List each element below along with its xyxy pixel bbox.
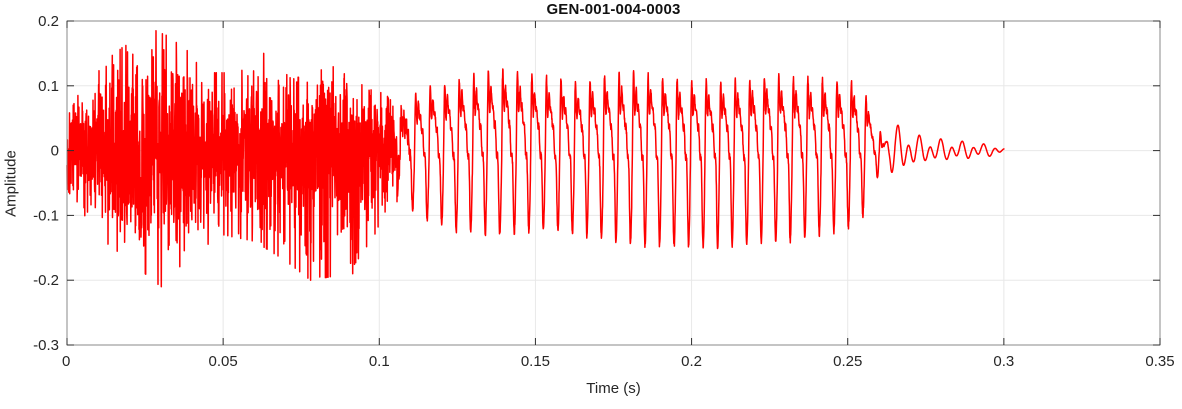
tick-marks [66,20,1161,346]
svg-text:-0.1: -0.1 [33,207,59,224]
y-axis-label: Amplitude [2,150,20,217]
x-tick-labels: 0 0.05 0.1 0.15 0.2 0.25 0.3 0.35 [62,353,1175,370]
svg-text:0.1: 0.1 [369,353,390,370]
svg-text:0: 0 [51,143,59,160]
x-axis-label: Time (s) [586,380,641,397]
svg-text:0.3: 0.3 [993,353,1014,370]
svg-text:0: 0 [62,353,70,370]
chart-title: GEN-001-004-0003 [546,1,681,18]
axes-box [66,20,1161,346]
svg-text:0.35: 0.35 [1145,353,1174,370]
svg-text:-0.3: -0.3 [33,337,59,354]
svg-text:0.25: 0.25 [833,353,862,370]
svg-text:0.2: 0.2 [38,13,59,30]
svg-text:0.2: 0.2 [681,353,702,370]
svg-text:0.05: 0.05 [209,353,238,370]
svg-text:0.1: 0.1 [38,78,59,95]
y-tick-labels: -0.3 -0.2 -0.1 0 0.1 0.2 [33,13,59,354]
svg-text:0.15: 0.15 [521,353,550,370]
svg-text:-0.2: -0.2 [33,272,59,289]
waveform-trace [66,29,1005,288]
